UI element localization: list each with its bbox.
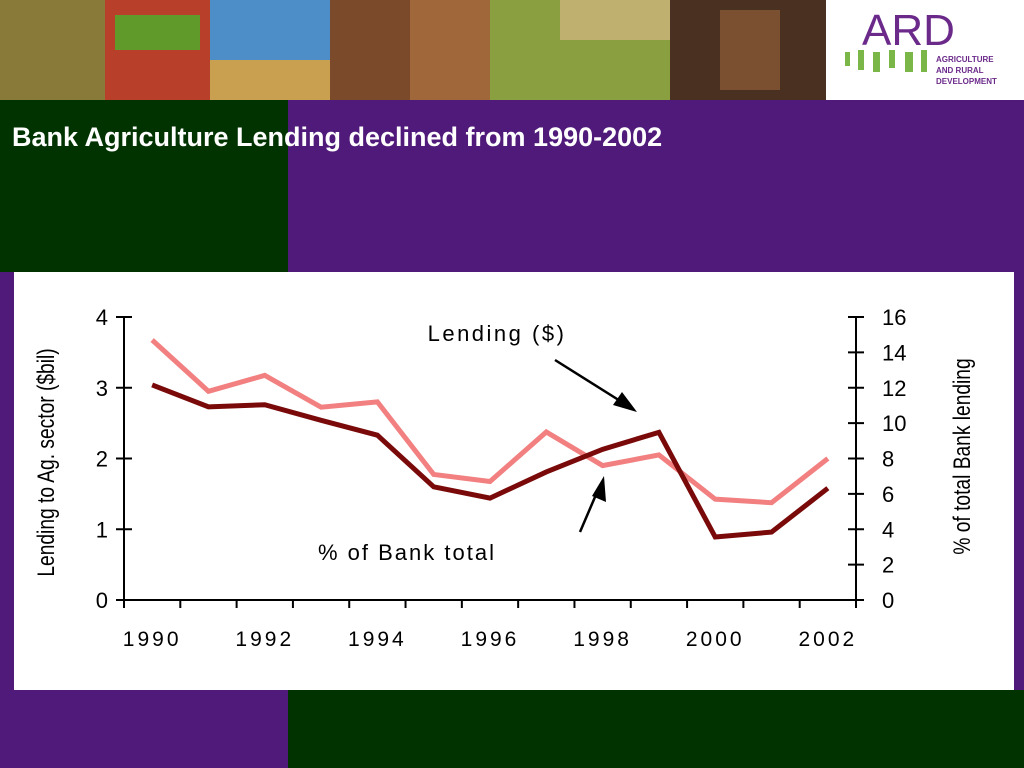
photo-banner: [0, 0, 826, 100]
x-tick-label: 1990: [123, 628, 182, 651]
y2-tick-label: 12: [882, 376, 906, 401]
annotation: % of Bank total: [318, 540, 496, 565]
logo-line: AGRICULTURE: [936, 55, 994, 64]
x-tick-label: 1994: [348, 628, 407, 651]
y2-axis-title: % of total Bank lending: [948, 358, 976, 554]
y-tick-label: 0: [96, 588, 108, 613]
y-tick-label: 1: [96, 517, 108, 542]
logo-icons: [845, 50, 927, 72]
series-line: [151, 382, 830, 540]
x-tick-label: 2000: [686, 628, 745, 651]
x-tick-label: 1992: [235, 628, 294, 651]
green-block: [0, 100, 288, 272]
logo-line: DEVELOPMENT: [936, 77, 997, 86]
y2-tick-label: 0: [882, 588, 894, 613]
y-axis-title: Lending to Ag. sector ($bil): [32, 348, 60, 576]
arrow-head: [613, 392, 637, 412]
y2-tick-label: 4: [882, 517, 894, 542]
arrow-head: [592, 476, 606, 502]
slide-title: Bank Agriculture Lending declined from 1…: [12, 122, 663, 152]
y2-tick-label: 10: [882, 411, 906, 436]
y-tick-label: 4: [96, 305, 108, 330]
y2-tick-label: 14: [882, 340, 906, 365]
x-tick-label: 1996: [461, 628, 520, 651]
series-line: [150, 338, 830, 506]
y2-tick-label: 2: [882, 553, 894, 578]
y-tick-label: 3: [96, 376, 108, 401]
logo-line: AND RURAL: [936, 66, 984, 75]
annotation: Lending ($): [428, 321, 567, 346]
y2-tick-label: 16: [882, 305, 906, 330]
y2-tick-label: 6: [882, 482, 894, 507]
x-tick-label: 1998: [573, 628, 632, 651]
chart-panel: [14, 272, 1014, 690]
y2-tick-label: 8: [882, 447, 894, 472]
logo-name: ARD: [862, 6, 955, 55]
y-tick-label: 2: [96, 447, 108, 472]
x-tick-label: 2002: [798, 628, 857, 651]
green-block: [288, 690, 1024, 768]
